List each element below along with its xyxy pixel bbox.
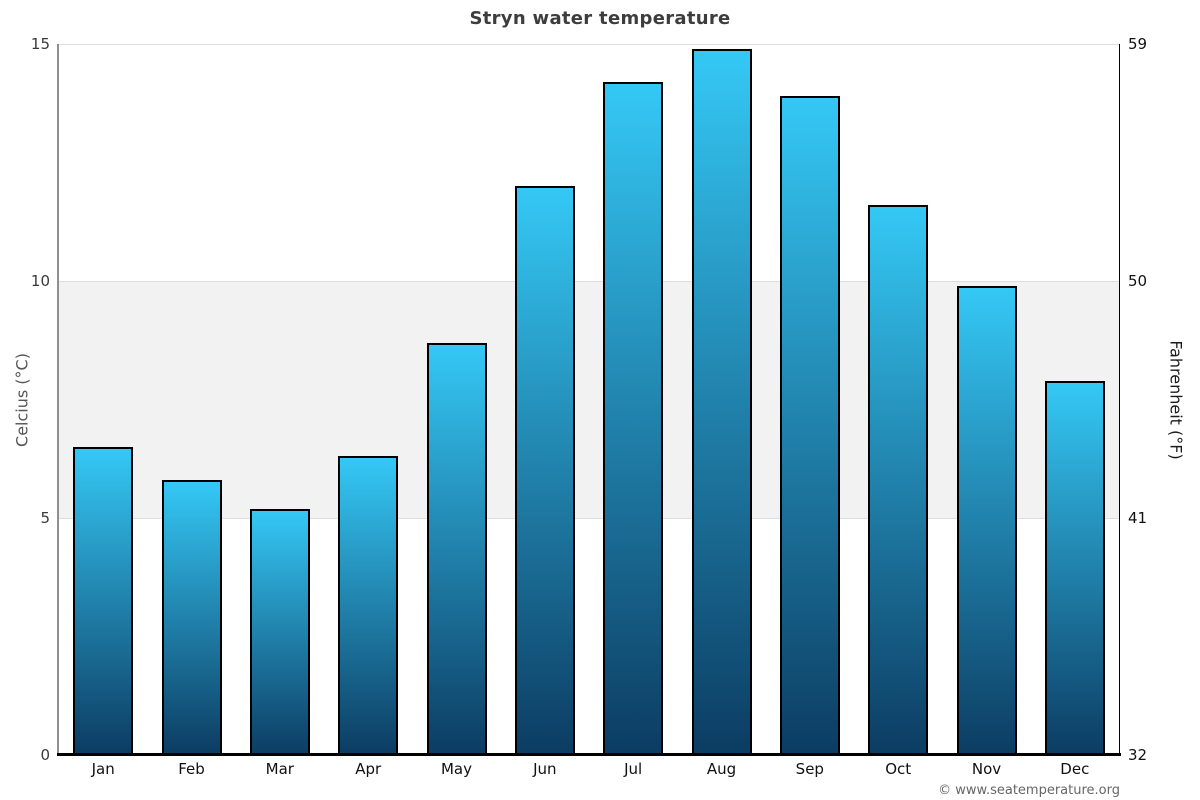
y-tick-celsius-0: 0 <box>40 746 50 764</box>
gridline-10c <box>59 280 1119 282</box>
y-tick-celsius-15: 15 <box>30 35 50 53</box>
gridline-5c <box>59 517 1119 519</box>
y-tick-fahrenheit-32: 32 <box>1128 746 1148 764</box>
x-tick-mar: Mar <box>265 760 294 778</box>
chart-title: Stryn water temperature <box>469 8 731 29</box>
bar-mar <box>249 508 310 755</box>
copyright-credit: © www.seatemperature.org <box>938 783 1120 798</box>
x-tick-jul: Jul <box>624 760 643 778</box>
x-tick-dec: Dec <box>1060 760 1090 778</box>
plot-area: Jan Feb Mar Apr May Jun Jul Aug Sep Oct Nov Dec 0 5 10… <box>31 35 1147 778</box>
bar-apr <box>338 456 399 755</box>
bar-feb <box>161 480 222 755</box>
y-tick-fahrenheit-50: 50 <box>1128 272 1148 290</box>
y-tick-celsius-5: 5 <box>40 509 50 527</box>
y-axis-left-line <box>57 44 59 755</box>
bar-jun <box>514 186 575 755</box>
bar-nov <box>956 285 1017 755</box>
bar-aug <box>691 48 752 755</box>
bar-jul <box>603 81 664 755</box>
x-tick-apr: Apr <box>355 760 382 778</box>
x-axis-baseline <box>57 753 1121 756</box>
x-tick-oct: Oct <box>885 760 912 778</box>
y-axis-title-fahrenheit: Fahrenheit (°F) <box>1166 340 1186 460</box>
x-tick-jun: Jun <box>533 760 557 778</box>
bar-jan <box>73 446 134 755</box>
bar-dec <box>1044 380 1105 755</box>
gridline-15c <box>59 43 1119 45</box>
x-tick-sep: Sep <box>795 760 824 778</box>
y-tick-celsius-10: 10 <box>30 272 50 290</box>
y-tick-fahrenheit-41: 41 <box>1128 509 1148 527</box>
y-axis-right-line <box>1119 44 1120 755</box>
x-tick-aug: Aug <box>706 760 737 778</box>
bar-sep <box>779 96 840 755</box>
y-axis-title-celsius: Celcius (°C) <box>12 353 32 447</box>
bar-may <box>426 342 487 755</box>
bar-oct <box>868 205 929 755</box>
x-tick-jan: Jan <box>91 760 115 778</box>
x-tick-feb: Feb <box>178 760 205 778</box>
x-tick-may: May <box>440 760 472 778</box>
y-tick-fahrenheit-59: 59 <box>1128 35 1148 53</box>
x-tick-nov: Nov <box>971 760 1002 778</box>
shaded-band-5-10 <box>59 281 1119 518</box>
